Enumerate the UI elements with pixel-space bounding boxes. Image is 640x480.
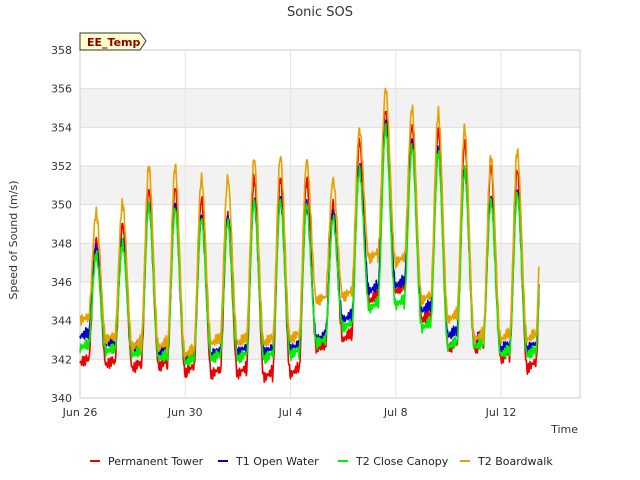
y-axis-label: Speed of Sound (m/s) <box>7 181 20 300</box>
axis-ticks: 340 342 344 346 348 350 352 354 356 358 Jun 26 Jun … <box>51 44 516 419</box>
plot-band <box>80 166 580 205</box>
legend-label: Permanent Tower <box>108 455 204 468</box>
legend-label: T2 Boardwalk <box>477 455 553 468</box>
y-tick-label: 346 <box>51 276 72 289</box>
y-tick-label: 344 <box>51 315 72 328</box>
grid-lines <box>79 49 581 399</box>
x-axis-label: Time <box>550 423 578 436</box>
series-lines <box>79 87 540 384</box>
x-tick-label: Jun 30 <box>167 406 203 419</box>
y-tick-label: 340 <box>51 392 72 405</box>
badge-label: EE_Temp <box>87 36 140 49</box>
y-tick-label: 354 <box>51 121 72 134</box>
legend-item: T2 Boardwalk <box>460 455 553 468</box>
series-line-3 <box>79 87 540 360</box>
y-tick-label: 342 <box>51 353 72 366</box>
legend-item: T1 Open Water <box>218 455 319 468</box>
legend-label: T1 Open Water <box>235 455 319 468</box>
x-tick-label: Jul 12 <box>485 406 517 419</box>
chart-title: Sonic SOS <box>287 5 353 20</box>
plot-border <box>79 49 581 399</box>
legend: Permanent Tower T1 Open Water T2 Close Can… <box>90 455 553 468</box>
plot-band <box>80 88 580 128</box>
y-tick-label: 348 <box>51 237 72 250</box>
legend-item: Permanent Tower <box>90 455 204 468</box>
x-tick-label: Jul 4 <box>278 406 303 419</box>
x-tick-label: Jun 26 <box>62 406 98 419</box>
y-tick-label: 356 <box>51 83 72 96</box>
x-tick-label: Jul 8 <box>383 406 408 419</box>
legend-item: T2 Close Canopy <box>338 455 449 468</box>
legend-label: T2 Close Canopy <box>355 455 449 468</box>
ee-temp-badge: EE_Temp <box>79 32 147 51</box>
y-tick-label: 358 <box>51 44 72 57</box>
y-tick-label: 350 <box>51 199 72 212</box>
y-tick-label: 352 <box>51 160 72 173</box>
plot-area <box>80 50 580 398</box>
